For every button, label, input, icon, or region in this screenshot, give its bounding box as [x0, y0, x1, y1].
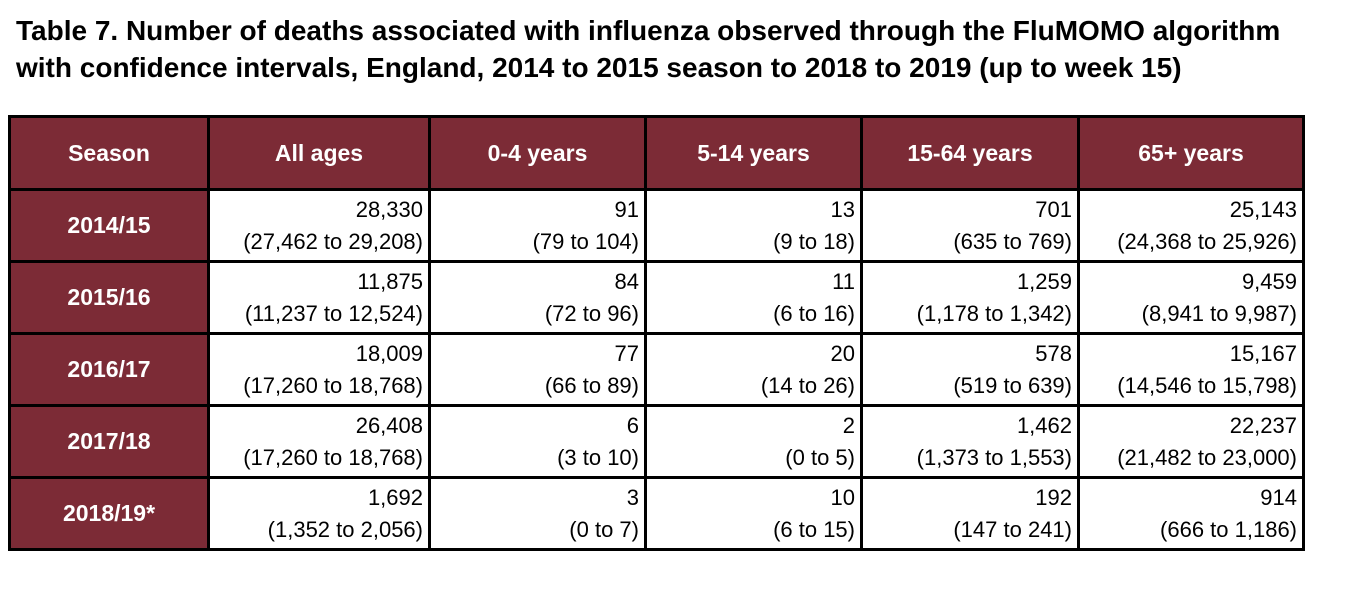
cell-confidence-interval: (17,260 to 18,768)	[243, 372, 423, 398]
cell-value: 91	[614, 196, 639, 222]
table-row: 2015/16 11,875 (11,237 to 12,524) 84 (72 to …	[8, 260, 1305, 335]
cell-confidence-interval: (79 to 104)	[532, 228, 639, 254]
cell-confidence-interval: (147 to 241)	[953, 516, 1072, 542]
cell-value: 26,408	[355, 412, 423, 438]
cell-value: 1,692	[367, 484, 423, 510]
cell-value: 1,259	[1016, 268, 1072, 294]
cell-confidence-interval: (14 to 26)	[760, 372, 855, 398]
season-cell: 2015/16	[8, 260, 210, 335]
cell-value: 84	[614, 268, 639, 294]
table-title: Table 7. Number of deaths associated wit…	[16, 15, 1281, 83]
cell-value: 1,462	[1016, 412, 1072, 438]
cell-value: 22,237	[1229, 412, 1297, 438]
data-cell: 11 (6 to 16)	[644, 260, 863, 335]
data-cell: 3 (0 to 7)	[428, 476, 647, 551]
season-cell: 2018/19*	[8, 476, 210, 551]
data-cell: 91 (79 to 104)	[428, 188, 647, 263]
cell-confidence-interval: (1,373 to 1,553)	[916, 444, 1072, 470]
data-cell: 25,143 (24,368 to 25,926)	[1077, 188, 1305, 263]
data-cell: 1,692 (1,352 to 2,056)	[207, 476, 431, 551]
report-page: Table 7. Number of deaths associated wit…	[0, 12, 1356, 551]
cell-confidence-interval: (1,178 to 1,342)	[916, 300, 1072, 326]
cell-confidence-interval: (27,462 to 29,208)	[243, 228, 423, 254]
cell-value: 25,143	[1229, 196, 1297, 222]
table-row: 2016/17 18,009 (17,260 to 18,768) 77 (66 to …	[8, 332, 1305, 407]
data-cell: 701 (635 to 769)	[860, 188, 1080, 263]
data-cell: 6 (3 to 10)	[428, 404, 647, 479]
cell-value: 9,459	[1241, 268, 1297, 294]
cell-confidence-interval: (9 to 18)	[773, 228, 855, 254]
cell-confidence-interval: (635 to 769)	[953, 228, 1072, 254]
table-row: 2018/19* 1,692 (1,352 to 2,056) 3 (0 to 7) 10…	[8, 476, 1305, 551]
data-cell: 10 (6 to 15)	[644, 476, 863, 551]
cell-confidence-interval: (72 to 96)	[544, 300, 639, 326]
table-row: 2017/18 26,408 (17,260 to 18,768) 6 (3 to 10…	[8, 404, 1305, 479]
cell-confidence-interval: (1,352 to 2,056)	[267, 516, 423, 542]
column-header-season: Season	[8, 115, 210, 191]
cell-confidence-interval: (14,546 to 15,798)	[1117, 372, 1297, 398]
cell-value: 701	[1035, 196, 1072, 222]
cell-value: 10	[830, 484, 855, 510]
data-cell: 26,408 (17,260 to 18,768)	[207, 404, 431, 479]
data-cell: 192 (147 to 241)	[860, 476, 1080, 551]
cell-value: 2	[842, 412, 855, 438]
data-cell: 84 (72 to 96)	[428, 260, 647, 335]
cell-value: 28,330	[355, 196, 423, 222]
cell-value: 192	[1035, 484, 1072, 510]
data-cell: 15,167 (14,546 to 15,798)	[1077, 332, 1305, 407]
table-header: Season All ages 0-4 years 5-14 years 15-64 y…	[8, 115, 1305, 191]
data-cell: 2 (0 to 5)	[644, 404, 863, 479]
season-cell: 2017/18	[8, 404, 210, 479]
column-header-65-years: 65+ years	[1077, 115, 1305, 191]
data-cell: 1,462 (1,373 to 1,553)	[860, 404, 1080, 479]
cell-value: 578	[1035, 340, 1072, 366]
cell-confidence-interval: (11,237 to 12,524)	[244, 300, 423, 326]
data-cell: 578 (519 to 639)	[860, 332, 1080, 407]
cell-value: 13	[830, 196, 855, 222]
cell-confidence-interval: (24,368 to 25,926)	[1117, 228, 1297, 254]
table-row: 2014/15 28,330 (27,462 to 29,208) 91 (79 to …	[8, 188, 1305, 263]
data-cell: 18,009 (17,260 to 18,768)	[207, 332, 431, 407]
cell-value: 15,167	[1229, 340, 1297, 366]
cell-value: 914	[1260, 484, 1297, 510]
data-cell: 20 (14 to 26)	[644, 332, 863, 407]
table-body: 2014/15 28,330 (27,462 to 29,208) 91 (79 to …	[8, 188, 1305, 551]
cell-confidence-interval: (3 to 10)	[557, 444, 639, 470]
cell-confidence-interval: (8,941 to 9,987)	[1141, 300, 1297, 326]
cell-confidence-interval: (17,260 to 18,768)	[243, 444, 423, 470]
cell-value: 18,009	[355, 340, 423, 366]
data-cell: 77 (66 to 89)	[428, 332, 647, 407]
column-header-15-64-years: 15-64 years	[860, 115, 1080, 191]
column-header-0-4-years: 0-4 years	[428, 115, 647, 191]
cell-confidence-interval: (66 to 89)	[544, 372, 639, 398]
column-header-all-ages: All ages	[207, 115, 431, 191]
data-cell: 13 (9 to 18)	[644, 188, 863, 263]
data-cell: 11,875 (11,237 to 12,524)	[207, 260, 431, 335]
cell-confidence-interval: (0 to 7)	[569, 516, 639, 542]
cell-value: 20	[830, 340, 855, 366]
header-row: Season All ages 0-4 years 5-14 years 15-64 y…	[8, 115, 1305, 191]
column-header-5-14-years: 5-14 years	[644, 115, 863, 191]
cell-confidence-interval: (21,482 to 23,000)	[1117, 444, 1297, 470]
season-cell: 2016/17	[8, 332, 210, 407]
cell-value: 11	[832, 268, 855, 294]
data-cell: 22,237 (21,482 to 23,000)	[1077, 404, 1305, 479]
cell-confidence-interval: (666 to 1,186)	[1160, 516, 1297, 542]
data-cell: 914 (666 to 1,186)	[1077, 476, 1305, 551]
cell-value: 6	[626, 412, 639, 438]
cell-confidence-interval: (519 to 639)	[953, 372, 1072, 398]
cell-confidence-interval: (6 to 16)	[773, 300, 855, 326]
season-cell: 2014/15	[8, 188, 210, 263]
cell-value: 11,875	[357, 268, 423, 294]
data-cell: 9,459 (8,941 to 9,987)	[1077, 260, 1305, 335]
data-cell: 1,259 (1,178 to 1,342)	[860, 260, 1080, 335]
data-cell: 28,330 (27,462 to 29,208)	[207, 188, 431, 263]
cell-value: 77	[614, 340, 639, 366]
cell-confidence-interval: (0 to 5)	[785, 444, 855, 470]
flumomo-deaths-table: Season All ages 0-4 years 5-14 years 15-64 y…	[8, 115, 1305, 551]
cell-value: 3	[626, 484, 639, 510]
cell-confidence-interval: (6 to 15)	[773, 516, 855, 542]
